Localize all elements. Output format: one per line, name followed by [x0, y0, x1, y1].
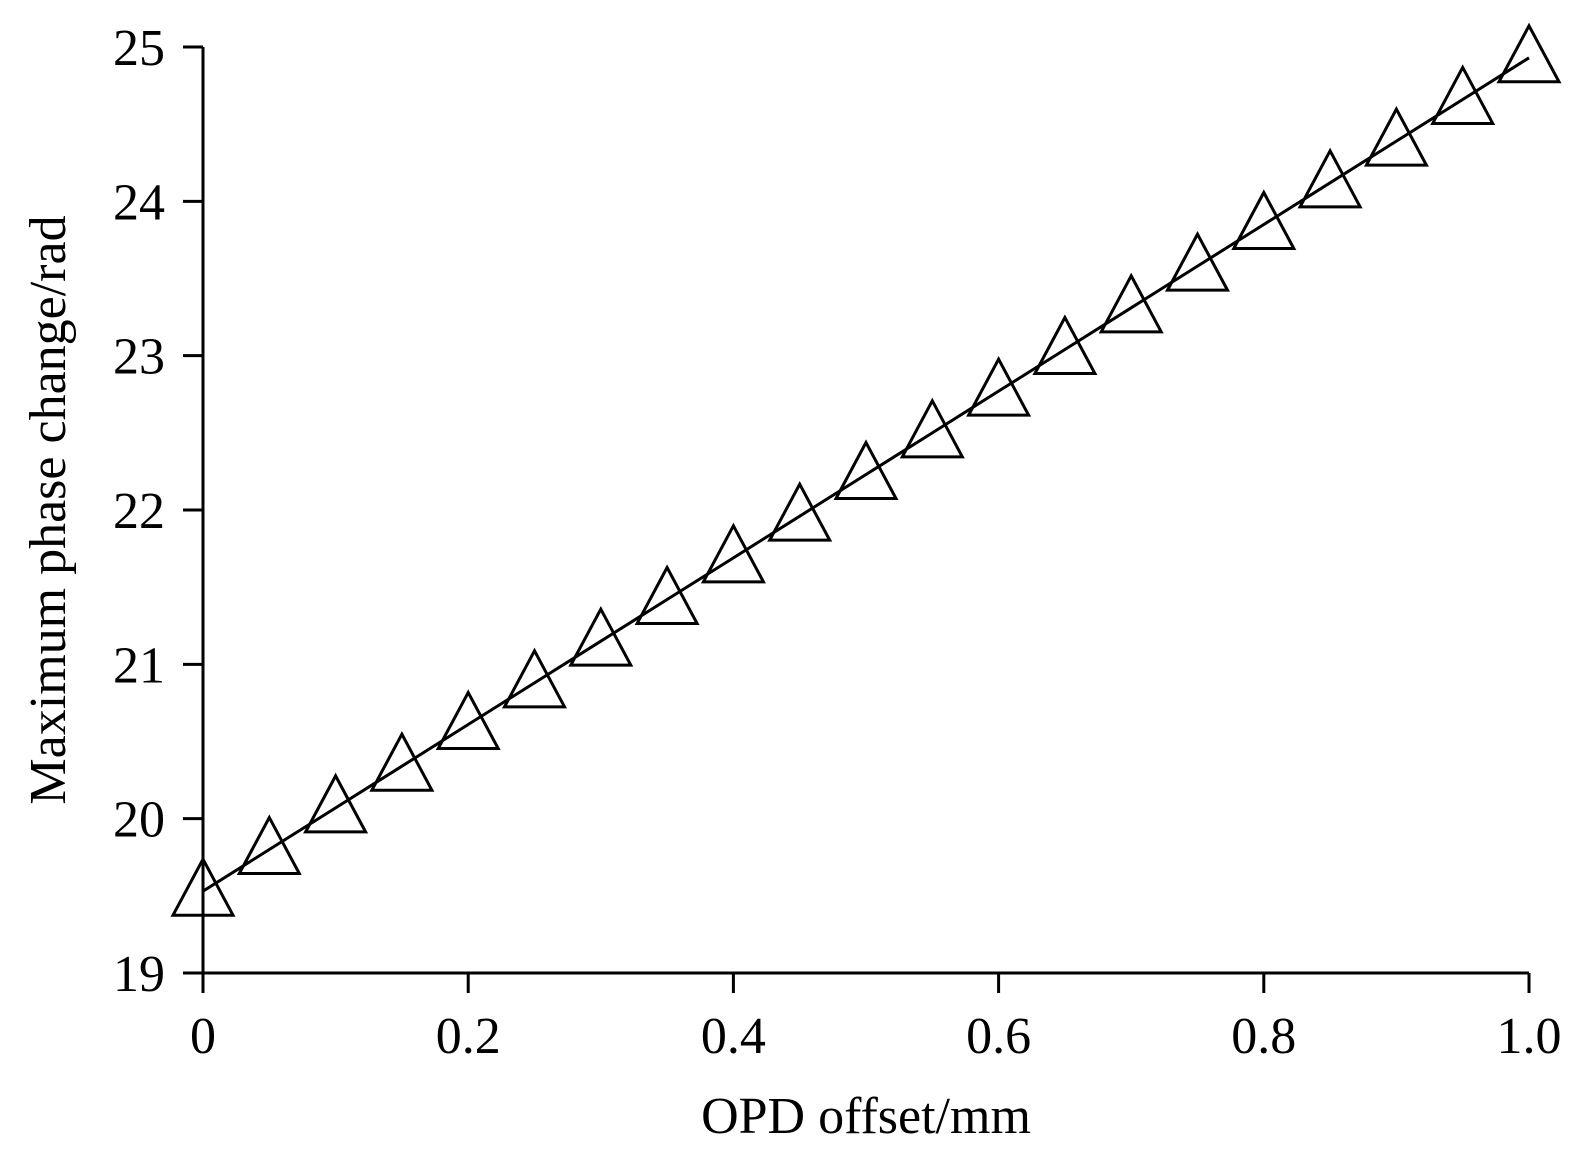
- y-tick-label: 24: [113, 174, 165, 231]
- x-tick-label: 0: [190, 1008, 216, 1065]
- triangle-marker: [369, 731, 435, 792]
- triangle-marker: [1032, 314, 1098, 375]
- triangle-marker: [899, 397, 965, 459]
- x-tick-label: 0.4: [701, 1008, 766, 1065]
- y-tick-label: 21: [113, 637, 165, 694]
- triangle-marker: [634, 564, 700, 626]
- triangle-marker: [966, 355, 1032, 417]
- x-tick-label: 0.2: [436, 1008, 501, 1065]
- triangle-marker: [1496, 22, 1562, 84]
- triangle-marker: [1363, 105, 1429, 167]
- triangle-marker: [1098, 272, 1164, 334]
- triangle-marker: [568, 606, 634, 667]
- series-line: [202, 56, 1530, 893]
- y-tick-label: 23: [113, 329, 165, 386]
- y-tick-label: 20: [113, 792, 165, 849]
- triangle-marker: [170, 856, 236, 917]
- triangle-marker: [236, 814, 302, 876]
- axes: [201, 47, 1529, 975]
- triangle-marker: [435, 689, 501, 751]
- x-axis-label: OPD offset/mm: [701, 1088, 1031, 1145]
- triangle-marker: [1430, 64, 1496, 125]
- triangle-marker: [1164, 230, 1231, 292]
- y-tick-label: 19: [113, 946, 165, 1003]
- series: [170, 22, 1562, 917]
- triangle-marker: [1231, 189, 1297, 250]
- x-tick-label: 1.0: [1497, 1008, 1562, 1065]
- triangle-marker: [833, 439, 899, 501]
- triangle-marker: [501, 647, 568, 709]
- triangle-marker: [700, 522, 766, 584]
- triangle-marker: [303, 772, 369, 834]
- x-tick-label: 0.6: [966, 1008, 1031, 1065]
- y-tick-label: 25: [113, 20, 165, 77]
- triangle-marker: [767, 480, 833, 542]
- y-tick-label: 22: [113, 483, 165, 540]
- y-axis-label: Maximum phase change/rad: [20, 215, 77, 804]
- ticks: 19 20 21 22 23 24 25 0 0.2 0.4 0.6 0.8 1.0: [113, 20, 1562, 1065]
- triangle-marker: [1297, 147, 1363, 209]
- x-tick-label: 0.8: [1231, 1008, 1296, 1065]
